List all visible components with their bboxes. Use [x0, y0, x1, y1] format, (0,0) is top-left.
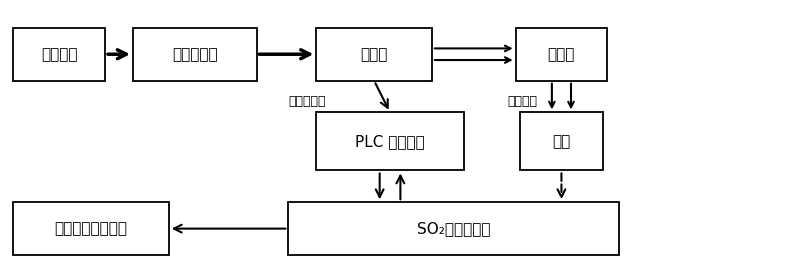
Text: PLC 控制系统: PLC 控制系统 — [355, 134, 425, 149]
Text: 锅炉: 锅炉 — [552, 134, 570, 149]
Bar — [14, 28, 105, 81]
Text: 卸料器: 卸料器 — [361, 47, 388, 62]
Text: 罗茨风机: 罗茨风机 — [508, 95, 538, 108]
Bar — [316, 112, 464, 171]
Text: SO₂在线监测仪: SO₂在线监测仪 — [417, 221, 490, 236]
Text: 流量计: 流量计 — [548, 47, 575, 62]
Bar — [515, 28, 607, 81]
Text: 工业以太网: 工业以太网 — [288, 95, 326, 108]
Bar — [519, 112, 603, 171]
Bar — [288, 202, 619, 255]
Bar — [133, 28, 257, 81]
Bar — [14, 202, 169, 255]
Bar — [316, 28, 432, 81]
Text: 环保部门的监控网: 环保部门的监控网 — [54, 221, 127, 236]
Text: 脱硫剂储仓: 脱硫剂储仓 — [172, 47, 218, 62]
Text: 压力罐车: 压力罐车 — [41, 47, 78, 62]
